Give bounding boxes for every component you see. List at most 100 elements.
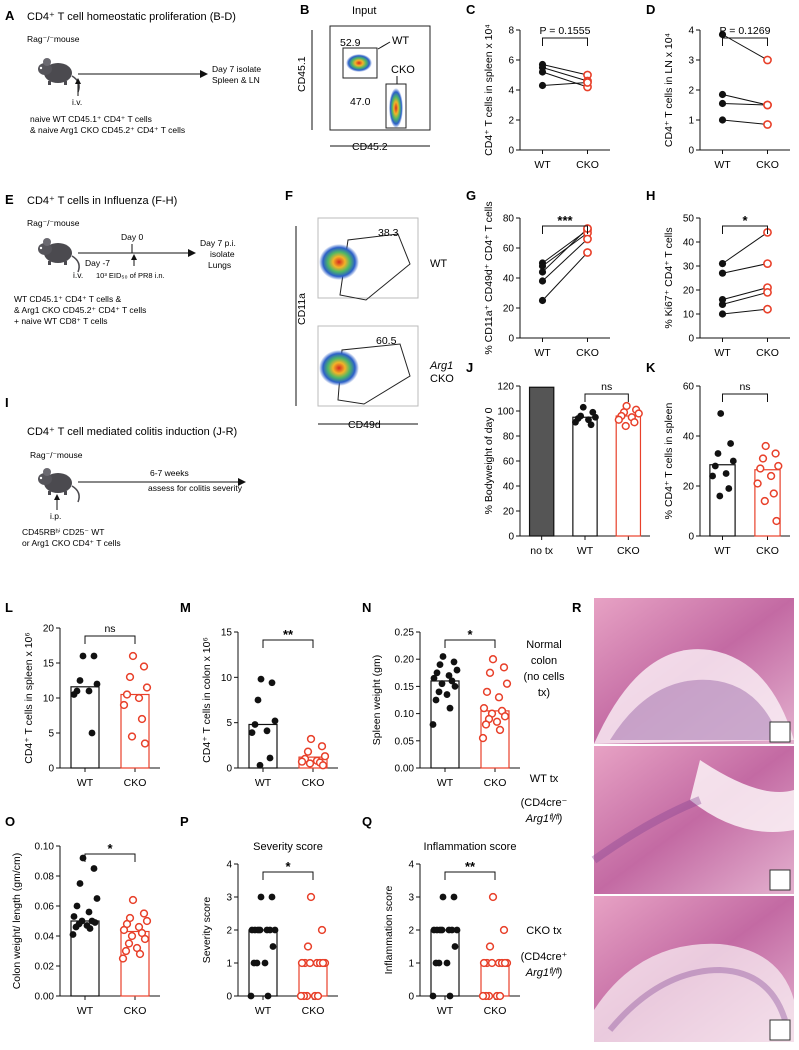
histology-label: Normal [526, 639, 561, 651]
bar [480, 962, 510, 997]
x-tick-label: WT [714, 159, 731, 171]
significance-label: ns [104, 623, 115, 635]
y-tick-label: 50 [683, 214, 695, 225]
pair-line [542, 232, 588, 267]
axis-label-cd45-2: CD45.2 [352, 141, 388, 153]
x-tick-label: CKO [756, 159, 779, 171]
data-point-cko [500, 958, 510, 968]
data-point-cko [763, 304, 772, 314]
y-tick-label: 0.20 [395, 655, 415, 666]
data-point-cko [305, 759, 315, 768]
data-point-cko [119, 700, 129, 710]
data-point-wt [269, 943, 277, 950]
sample-label-wt: WT [430, 258, 447, 270]
data-point-wt [248, 729, 256, 737]
data-point-cko [122, 690, 132, 699]
data-point-wt [256, 761, 264, 769]
data-point-cko [756, 464, 765, 473]
data-point-wt [446, 992, 454, 1000]
data-point-cko [502, 679, 512, 688]
data-point-wt [722, 470, 730, 477]
data-point-wt [716, 492, 724, 500]
data-point-cko [313, 991, 323, 1001]
data-point-cko [305, 958, 315, 968]
data-point-cko [297, 757, 307, 766]
y-tick-label: 0.15 [395, 682, 415, 693]
significance-label: * [467, 627, 473, 642]
data-point-cko [771, 449, 780, 458]
significance-bracket [722, 225, 768, 234]
data-point-wt [90, 652, 98, 660]
x-tick-label: CKO [124, 777, 147, 789]
data-point-cko [614, 415, 623, 424]
y-tick-label: 80 [503, 214, 515, 225]
panel-label-G: G [466, 188, 476, 203]
data-point-wt [264, 992, 272, 1000]
y-tick-label: 4 [226, 860, 232, 871]
significance-bracket [444, 639, 496, 648]
data-point-cko [127, 732, 137, 741]
panel-E-day0: Day 0 [121, 232, 143, 242]
y-tick-label: 1 [408, 959, 414, 970]
y-tick-label: 40 [503, 274, 515, 285]
y-tick-label: 5 [226, 718, 232, 729]
panel-E-outcome3: Lungs [208, 260, 231, 270]
data-point-cko [482, 687, 492, 696]
data-point-wt [256, 926, 264, 934]
panel-A-outcome2: Spleen & LN [212, 75, 260, 85]
y-tick-label: 20 [43, 624, 55, 635]
data-point-cko [119, 925, 129, 935]
significance-bracket [84, 853, 136, 862]
data-point-cko [303, 942, 313, 951]
significance-label: ns [739, 381, 750, 393]
data-point-wt [448, 926, 456, 934]
bar [528, 386, 555, 537]
axis-label-cd45-1: CD45.1 [296, 56, 308, 92]
charts-layer: 0 2 4 6 8 WT CKO CD4⁺ T cells in spleen x 10⁴ P … [11, 24, 790, 1017]
data-point-wt [73, 902, 81, 910]
data-point-wt [251, 721, 259, 728]
bar [709, 464, 736, 537]
panel-E-outcome2: isolate [210, 249, 235, 259]
pair-line [542, 64, 588, 76]
data-point-wt [446, 704, 454, 712]
panel-I-host: Rag⁻/⁻mouse [30, 450, 83, 460]
data-point-wt [448, 677, 456, 685]
x-tick-label: WT [577, 545, 594, 557]
pair-line [542, 238, 588, 282]
pair-line [722, 94, 768, 106]
x-tick-label: CKO [576, 347, 599, 359]
significance-label: ns [601, 381, 612, 393]
y-tick-label: 0.05 [395, 736, 415, 747]
bar [298, 962, 328, 997]
x-tick-label: WT [534, 347, 551, 359]
panel-E-host: Rag⁻/⁻mouse [27, 218, 80, 228]
data-point-wt [70, 691, 78, 698]
data-point-wt [93, 680, 101, 688]
data-point-wt [451, 943, 459, 950]
panel-label-A: A [5, 8, 15, 23]
y-tick-label: 20 [503, 304, 515, 315]
data-point-cko [485, 942, 495, 951]
gate-value: 52.9 [340, 37, 361, 49]
panel-label-R: R [572, 600, 582, 615]
data-point-wt [439, 893, 447, 901]
data-point-cko [499, 925, 509, 935]
data-point-cko [118, 954, 128, 963]
data-point-cko [296, 991, 306, 1001]
data-point-cko [763, 55, 772, 65]
pair-line [542, 67, 588, 82]
data-point-cko [139, 662, 149, 671]
data-point-wt [266, 754, 274, 762]
data-point-cko [137, 714, 147, 724]
y-axis-label: CD4⁺ T cells in spleen x 10⁴ [483, 24, 495, 156]
y-tick-label: 2 [408, 926, 414, 937]
data-point-wt [430, 674, 438, 682]
data-point-cko [772, 516, 781, 526]
y-tick-label: 6 [508, 56, 514, 67]
significance-bracket [542, 37, 588, 46]
panel-label-J: J [466, 360, 473, 375]
panel-label-C: C [466, 2, 476, 17]
y-tick-label: 15 [221, 628, 233, 639]
panel-label-D: D [646, 2, 655, 17]
